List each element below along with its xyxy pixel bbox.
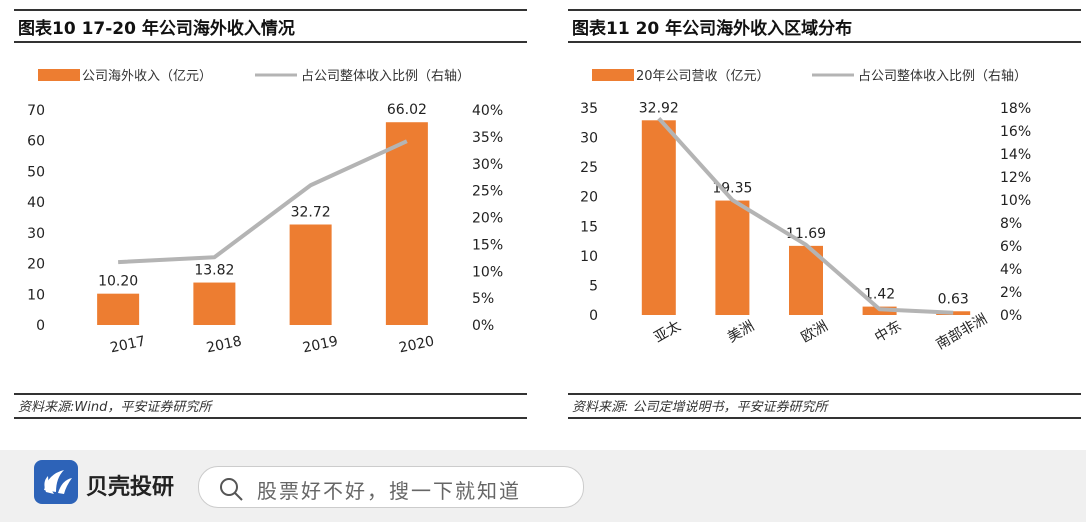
- y2-tick-label: 16%: [1000, 124, 1031, 140]
- y2-tick-label: 18%: [1000, 101, 1031, 117]
- source-note: 资料来源:Wind，平安证券研究所: [18, 399, 213, 415]
- x-tick-label: 2017: [109, 333, 147, 356]
- bar-data-label: 13.82: [194, 263, 234, 279]
- chart-title: 图表10 17-20 年公司海外收入情况: [18, 18, 295, 39]
- y2-tick-label: 2%: [1000, 285, 1022, 301]
- x-tick-label: 2019: [301, 333, 339, 356]
- x-tick-label: 美洲: [725, 318, 757, 346]
- y2-tick-label: 6%: [1000, 239, 1022, 255]
- source-note: 资料来源: 公司定增说明书，平安证券研究所: [572, 399, 830, 415]
- y2-tick-label: 0%: [472, 318, 494, 334]
- bar-data-label: 66.02: [387, 102, 427, 118]
- y2-tick-label: 0%: [1000, 308, 1022, 324]
- y2-tick-label: 4%: [1000, 262, 1022, 278]
- x-tick-label: 2020: [398, 333, 436, 356]
- search-icon: [220, 478, 243, 501]
- ratio-line: [118, 139, 408, 265]
- bar-data-label: 10.20: [98, 274, 138, 290]
- y-tick-label: 0: [589, 308, 598, 324]
- bar-data-label: 1.42: [864, 287, 895, 303]
- bar-data-label: 11.69: [786, 226, 826, 242]
- y-tick-label: 35: [580, 101, 598, 117]
- y-tick-label: 50: [27, 164, 45, 180]
- y2-tick-label: 5%: [472, 291, 494, 307]
- x-tick-label: 南部非洲: [934, 311, 990, 353]
- y2-tick-label: 8%: [1000, 216, 1022, 232]
- y-tick-label: 10: [580, 249, 598, 265]
- legend-bar-swatch: [38, 69, 80, 81]
- legend-bar-label: 20年公司营收（亿元）: [636, 69, 770, 84]
- bar: [715, 200, 750, 315]
- y-tick-label: 0: [36, 318, 45, 334]
- bar-data-label: 0.63: [938, 291, 969, 307]
- y-tick-label: 30: [580, 131, 598, 147]
- y-tick-label: 5: [589, 278, 598, 294]
- legend-line-label: 占公司整体收入比例（右轴）: [858, 69, 1027, 84]
- chart-title: 图表11 20 年公司海外收入区域分布: [572, 18, 852, 39]
- bar-data-label: 32.72: [291, 205, 331, 221]
- y2-tick-label: 20%: [472, 211, 503, 227]
- bar: [193, 282, 236, 325]
- legend-bar-label: 公司海外收入（亿元）: [82, 69, 212, 84]
- y2-tick-label: 15%: [472, 237, 503, 253]
- chart-2: 图表11 20 年公司海外收入区域分布 20年公司营收（亿元） 占公司整体收入比例（…: [568, 9, 1081, 419]
- y-tick-label: 30: [27, 226, 45, 242]
- y-tick-label: 70: [27, 103, 45, 119]
- bottom-bar: 贝壳投研 股票好不好，搜一下就知道: [0, 450, 1086, 522]
- y-tick-label: 15: [580, 219, 598, 235]
- y-tick-label: 20: [580, 190, 598, 206]
- y2-tick-label: 10%: [472, 264, 503, 280]
- legend-line-label: 占公司整体收入比例（右轴）: [301, 69, 470, 84]
- ratio-line: [657, 117, 954, 315]
- y-tick-label: 25: [580, 160, 598, 176]
- legend-bar-swatch: [592, 69, 634, 81]
- y2-tick-label: 30%: [472, 157, 503, 173]
- bar: [936, 311, 971, 315]
- y-tick-label: 10: [27, 287, 45, 303]
- y2-tick-label: 25%: [472, 184, 503, 200]
- y2-tick-label: 10%: [1000, 193, 1031, 209]
- x-tick-label: 欧洲: [799, 318, 831, 346]
- y-tick-label: 20: [27, 257, 45, 273]
- brand-name: 贝壳投研: [86, 475, 175, 500]
- y-tick-label: 40: [27, 195, 45, 211]
- logo-shell-icon[interactable]: [34, 460, 78, 504]
- x-tick-label: 中东: [872, 318, 904, 346]
- y-tick-label: 60: [27, 134, 45, 150]
- y2-tick-label: 14%: [1000, 147, 1031, 163]
- x-tick-label: 亚太: [651, 318, 683, 346]
- bar-data-label: 19.35: [712, 181, 752, 197]
- bar: [385, 122, 428, 325]
- y2-tick-label: 12%: [1000, 170, 1031, 186]
- x-tick-label: 2018: [205, 333, 243, 356]
- bar: [641, 120, 676, 315]
- bar-data-label: 32.92: [639, 100, 679, 116]
- bar: [97, 293, 140, 325]
- bar: [289, 224, 332, 325]
- y2-tick-label: 40%: [472, 103, 503, 119]
- search-input[interactable]: 股票好不好，搜一下就知道: [198, 466, 584, 508]
- search-placeholder: 股票好不好，搜一下就知道: [257, 479, 521, 503]
- y2-tick-label: 35%: [472, 130, 503, 146]
